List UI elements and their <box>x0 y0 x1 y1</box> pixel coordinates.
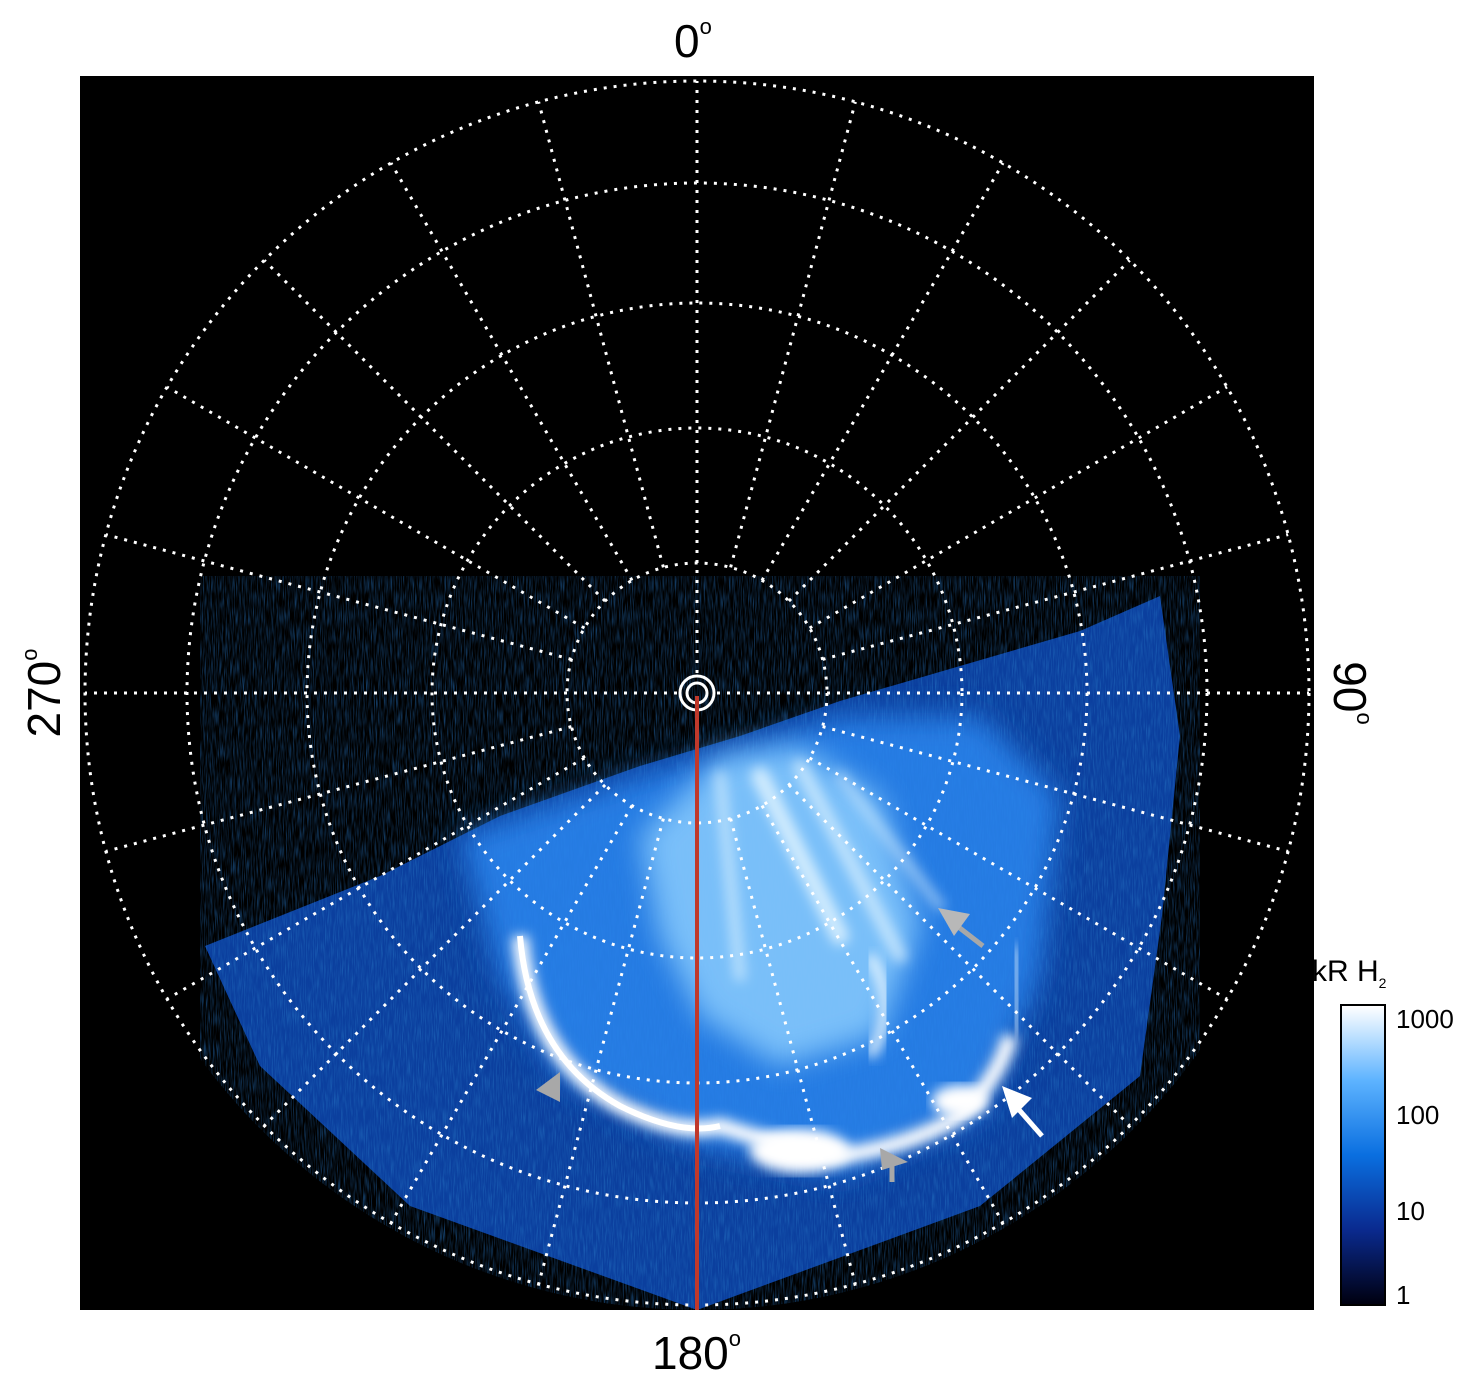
longitude-line <box>263 259 607 603</box>
longitude-line <box>537 101 665 568</box>
longitude-line <box>105 533 572 661</box>
longitude-line <box>729 101 857 568</box>
auroral-polar-projection <box>80 76 1314 1310</box>
longitude-line <box>808 756 1228 1001</box>
arrow-gray-1 <box>938 908 985 948</box>
longitude-line <box>760 804 1005 1224</box>
colorbar-tick-100: 100 <box>1396 1100 1440 1130</box>
longitude-label-90: 90o <box>1324 661 1377 725</box>
longitude-label-180: 180o <box>652 1326 741 1379</box>
longitude-line <box>808 385 1228 630</box>
longitude-line <box>389 804 634 1224</box>
longitude-label-0: 0o <box>674 14 712 67</box>
longitude-grid <box>85 81 1309 1305</box>
colorbar <box>1340 1004 1386 1306</box>
longitude-line <box>787 259 1131 603</box>
emission-region <box>200 576 1200 1310</box>
longitude-line <box>822 533 1289 661</box>
longitude-line <box>166 385 586 630</box>
longitude-line <box>389 162 634 582</box>
longitude-label-270: 270o <box>17 648 70 738</box>
colorbar-tick-1000: 1000 <box>1396 1004 1454 1034</box>
polar-cap-emission <box>640 746 920 1066</box>
colorbar-title: kR H2 <box>1312 955 1387 991</box>
longitude-line <box>787 783 1131 1127</box>
colorbar-tick-1: 1 <box>1396 1280 1411 1310</box>
longitude-line <box>729 818 857 1285</box>
arrow-white-1 <box>1002 1086 1044 1138</box>
longitude-line <box>105 725 572 853</box>
longitude-line <box>537 818 665 1285</box>
longitude-line <box>822 725 1289 853</box>
longitude-line <box>760 162 1005 582</box>
arrow-gray-2 <box>536 1072 560 1102</box>
auroral-streaks <box>714 759 945 982</box>
arrow-gray-3 <box>880 1148 908 1182</box>
annotation-arrows <box>536 908 1044 1182</box>
longitude-line <box>263 783 607 1127</box>
colorbar-tick-10: 10 <box>1396 1196 1425 1226</box>
longitude-line <box>166 756 586 1001</box>
